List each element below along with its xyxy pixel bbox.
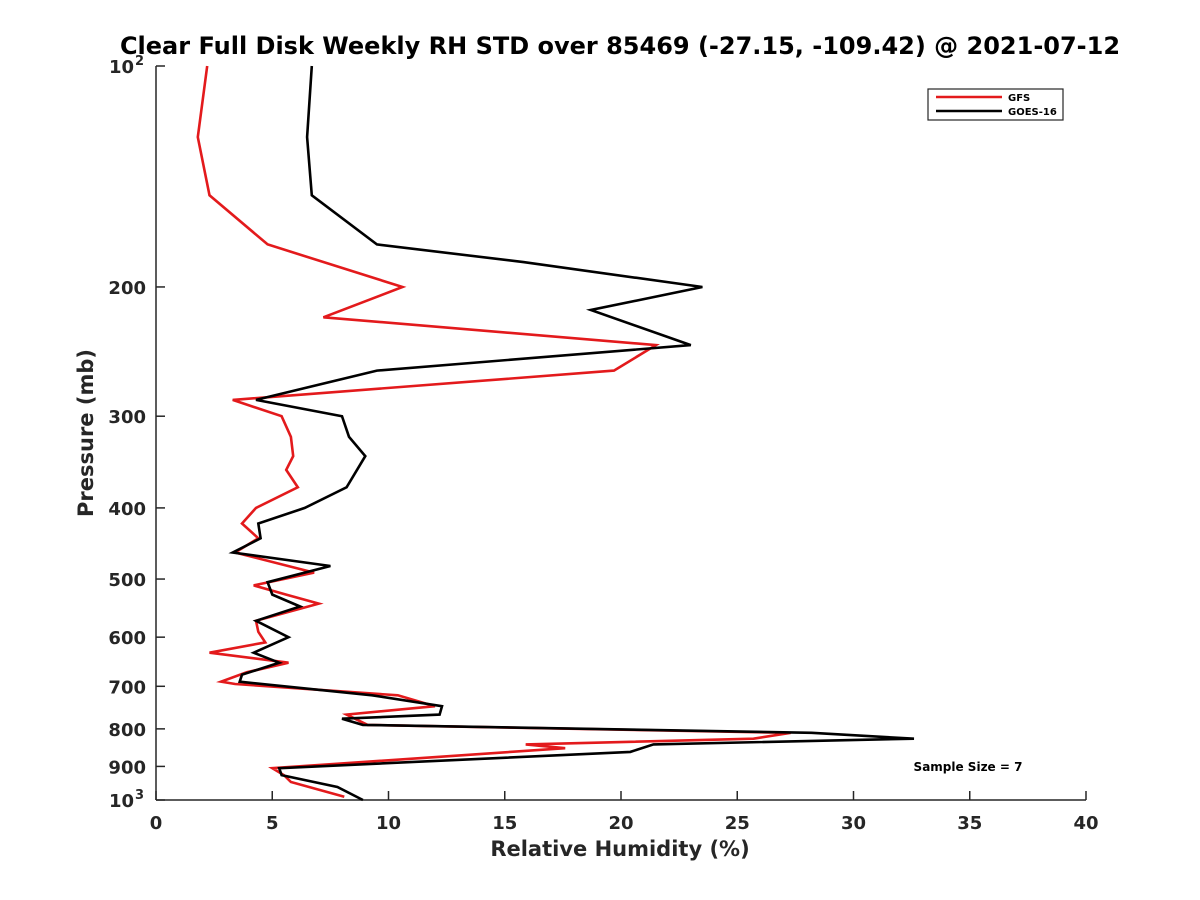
series-layer — [196, 65, 915, 802]
y-tick-label: 300 — [108, 407, 146, 428]
x-tick-label: 15 — [492, 813, 517, 834]
y-tick-label: 10 — [109, 57, 134, 78]
sample-size-annotation: Sample Size = 7 — [914, 760, 1023, 774]
chart-title: Clear Full Disk Weekly RH STD over 85469… — [120, 32, 1120, 60]
x-tick-label: 30 — [841, 813, 866, 834]
y-tick-label: 800 — [108, 720, 146, 741]
legend-box — [927, 88, 1064, 121]
y-tick-label: 900 — [108, 757, 146, 778]
y-tick-label: 700 — [108, 677, 146, 698]
y-tick-label: 200 — [108, 278, 146, 299]
y-tick-label: 600 — [108, 628, 146, 649]
y-tick-label: 500 — [108, 570, 146, 591]
x-tick-label: 10 — [376, 813, 401, 834]
x-tick-label: 0 — [150, 813, 163, 834]
x-tick-label: 40 — [1073, 813, 1098, 834]
y-axis-label: Pressure (mb) — [74, 349, 98, 517]
legend-label-goes-16: GOES-16 — [1008, 107, 1057, 118]
x-tick-label: 5 — [266, 813, 279, 834]
x-axis-ticks: 0 5 10 15 20 25 30 35 40 — [150, 791, 1099, 834]
x-axis-label: Relative Humidity (%) — [490, 837, 749, 861]
legend-label-gfs: GFS — [1008, 93, 1030, 104]
series-line-gfs — [196, 65, 791, 799]
series-line-goes-16 — [228, 65, 915, 802]
x-tick-label: 25 — [725, 813, 750, 834]
legend: GFS GOES-16 — [927, 88, 1064, 121]
x-tick-label: 35 — [957, 813, 982, 834]
y-tick-exponent: 3 — [135, 788, 144, 803]
y-tick-label: 400 — [108, 499, 146, 520]
y-tick-label: 10 — [109, 791, 134, 812]
y-tick-exponent: 2 — [135, 54, 144, 69]
x-tick-label: 20 — [608, 813, 633, 834]
